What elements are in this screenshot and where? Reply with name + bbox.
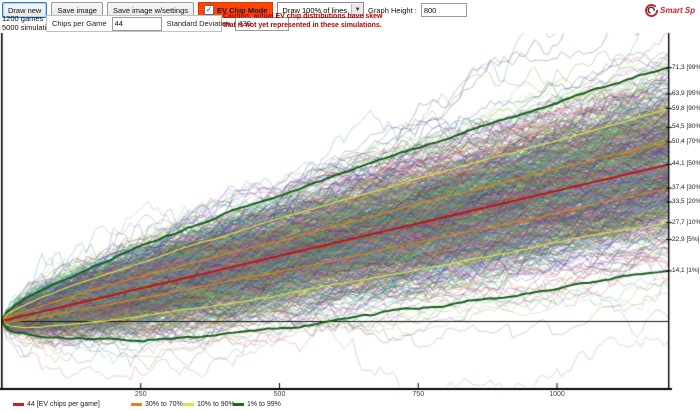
legend-item: 44 [EV chips per game] [13,401,100,408]
legend-label: 30% to 70% [145,401,183,408]
caution-line-1: Caution: actual EV chip distributions ha… [223,13,383,20]
ev-chip-mode-label: EV Chip Mode [217,5,268,15]
draw-lines-selected-value: Draw 100% of lines [282,5,348,15]
percentile-label: 71,3 [99%] [672,63,700,71]
swirl-logo-icon [645,4,658,17]
x-tick-label: 1000 [549,391,565,398]
percentile-label: 33,5 [20%] [672,197,700,205]
std-deviation-label: Standard Deviation [166,19,231,28]
chips-per-game-label: Chips per Game [52,19,107,28]
x-tick-label: 750 [412,391,425,398]
legend-item: 10% to 90% [183,401,235,408]
draw-lines-select[interactable]: Draw 100% of lines ▼ [277,2,365,18]
x-tick-label: 250 [134,391,147,398]
chips-per-game-input[interactable] [111,16,162,31]
percentile-label: 59,8 [90%] [672,104,700,112]
legend-label: 10% to 90% [197,401,235,408]
legend-label: 44 [EV chips per game] [27,401,100,408]
percentile-label: 54,5 [80%] [672,123,700,131]
percentile-label: 44,1 [50%] [672,160,700,168]
graph-height-input[interactable] [420,3,467,17]
chevron-down-icon[interactable]: ▼ [351,4,364,16]
legend-label: 1% to 99% [247,401,281,408]
percentile-label: 37,4 [30%] [672,184,700,192]
brand-logo-text: Smart Sp [660,6,696,15]
draw-new-button[interactable]: Draw new [2,2,48,18]
graph-height-label: Graph Height : [368,5,417,15]
legend-swatch [131,403,142,406]
legend-item: 1% to 99% [233,401,281,408]
percentile-label: 14,1 [1%] [672,266,700,274]
legend-swatch [13,403,24,406]
games-count-label: 1200 games [2,14,44,23]
legend-swatch [183,403,194,406]
percentile-label: 27,7 [10%] [672,218,700,226]
brand-logo: Smart Sp [645,4,695,17]
legend-swatch [233,403,244,406]
percentile-label: 50,4 [70%] [672,137,700,145]
caution-line-2: that is not yet represented in these sim… [223,21,382,29]
percentile-label: 63,9 [95%] [672,89,700,97]
parameters-group: Chips per Game Standard Deviation [46,15,290,32]
percentile-label: 22,9 [5%] [672,235,700,243]
simulations-count-label: 5000 simulations [2,23,59,32]
legend-item: 30% to 70% [131,401,183,408]
checkbox-checked-icon[interactable]: ✓ [204,5,214,15]
x-tick-label: 500 [273,391,286,398]
caution-text: Caution: actual EV chip distributions ha… [223,13,382,30]
std-deviation-input[interactable] [235,16,290,31]
